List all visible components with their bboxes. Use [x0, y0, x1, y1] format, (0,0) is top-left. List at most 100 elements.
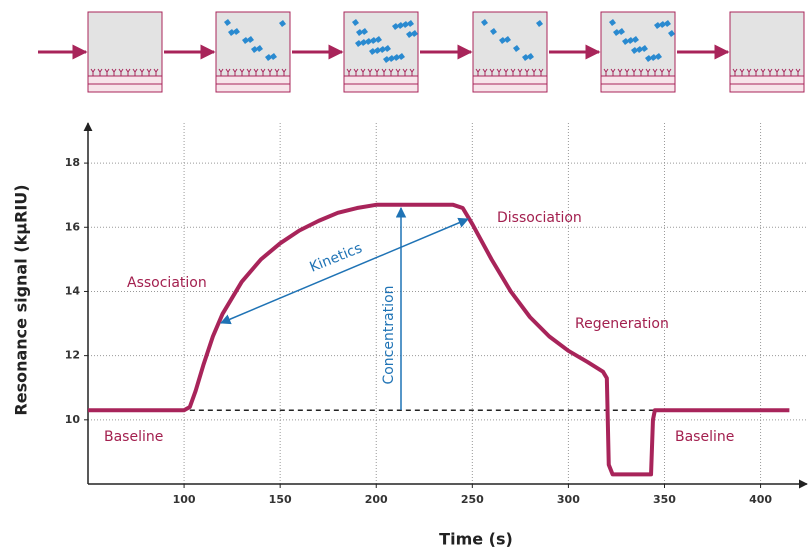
ligand — [732, 68, 738, 76]
ligand — [788, 68, 794, 76]
ligand — [795, 68, 801, 76]
ligand — [253, 68, 259, 76]
y-tick-label: 16 — [65, 220, 81, 233]
analyte — [636, 46, 643, 53]
ligand — [146, 68, 152, 76]
analyte — [627, 37, 634, 44]
y-tick-label: 12 — [65, 349, 80, 362]
ligand — [232, 68, 238, 76]
ligand — [104, 68, 110, 76]
x-tick-label: 400 — [749, 493, 772, 506]
analyte — [392, 23, 399, 30]
ligand — [774, 68, 780, 76]
analyte — [668, 30, 675, 37]
x-tick-label: 250 — [461, 493, 484, 506]
ligand — [781, 68, 787, 76]
analyte — [360, 39, 367, 46]
ligand — [753, 68, 759, 76]
analyte — [251, 46, 258, 53]
analyte — [393, 54, 400, 61]
ligand — [482, 68, 488, 76]
analyte — [481, 19, 488, 26]
analyte — [499, 37, 506, 44]
ligand — [395, 68, 401, 76]
ligand — [659, 68, 665, 76]
ligand — [517, 68, 523, 76]
analyte — [513, 45, 520, 52]
analyte — [270, 53, 277, 60]
ligand — [510, 68, 516, 76]
ligand — [739, 68, 745, 76]
analyte — [490, 28, 497, 35]
ligand — [603, 68, 609, 76]
ligand — [538, 68, 544, 76]
analyte — [356, 29, 363, 36]
ligand — [118, 68, 124, 76]
y-tick-label: 10 — [65, 413, 81, 426]
analyte — [522, 54, 529, 61]
analyte — [504, 36, 511, 43]
annotation: Dissociation — [497, 210, 582, 226]
analyte — [407, 20, 414, 27]
ligand — [652, 68, 658, 76]
ligand — [760, 68, 766, 76]
analyte — [375, 36, 382, 43]
analyte — [374, 47, 381, 54]
ligand — [624, 68, 630, 76]
ligand — [267, 68, 273, 76]
analyte — [411, 30, 418, 37]
ligand — [111, 68, 117, 76]
analyte — [655, 53, 662, 60]
analyte — [631, 47, 638, 54]
ligand — [409, 68, 415, 76]
ligand — [367, 68, 373, 76]
x-tick-label: 350 — [653, 493, 676, 506]
ligand — [666, 68, 672, 76]
ligand — [139, 68, 145, 76]
ligand — [281, 68, 287, 76]
ligand — [381, 68, 387, 76]
analyte — [361, 28, 368, 35]
analyte — [609, 19, 616, 26]
analyte — [369, 48, 376, 55]
analyte — [279, 20, 286, 27]
analyte — [228, 29, 235, 36]
ligand — [503, 68, 509, 76]
analyte — [618, 28, 625, 35]
analyte — [383, 56, 390, 63]
ligand — [274, 68, 280, 76]
ligand — [388, 68, 394, 76]
analyte — [398, 53, 405, 60]
sensor-diagram-strip — [38, 11, 805, 93]
ligand — [531, 68, 537, 76]
kinetics-arrow — [220, 217, 469, 325]
ligand — [489, 68, 495, 76]
y-tick-label: 18 — [65, 156, 80, 169]
ligand — [346, 68, 352, 76]
analyte — [527, 53, 534, 60]
analyte — [645, 55, 652, 62]
analyte — [256, 45, 263, 52]
analyte — [233, 28, 240, 35]
ligand — [90, 68, 96, 76]
analyte — [352, 19, 359, 26]
analyte — [664, 20, 671, 27]
annotation: Regeneration — [575, 316, 669, 332]
analyte — [247, 36, 254, 43]
annotation: Baseline — [104, 429, 163, 445]
analyte — [379, 46, 386, 53]
ligand — [97, 68, 103, 76]
analyte — [388, 55, 395, 62]
ligand — [246, 68, 252, 76]
y-tick-label: 14 — [65, 284, 81, 297]
analyte — [384, 45, 391, 52]
ligand — [631, 68, 637, 76]
ligand — [374, 68, 380, 76]
analyte — [402, 21, 409, 28]
x-axis-label: Time (s) — [439, 530, 513, 549]
ligand — [475, 68, 481, 76]
ligand — [260, 68, 266, 76]
analyte — [536, 20, 543, 27]
analyte — [641, 45, 648, 52]
